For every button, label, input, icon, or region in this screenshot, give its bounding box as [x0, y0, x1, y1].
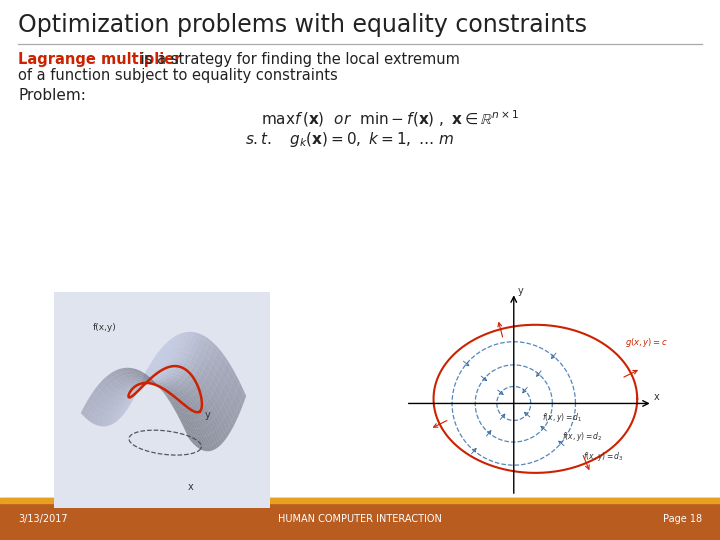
- Text: 3/13/2017: 3/13/2017: [18, 514, 68, 524]
- Text: Optimization problems with equality constraints: Optimization problems with equality cons…: [18, 13, 587, 37]
- Text: HUMAN COMPUTER INTERACTION: HUMAN COMPUTER INTERACTION: [278, 514, 442, 524]
- Text: $f(x,y)=d_2$: $f(x,y)=d_2$: [562, 430, 602, 443]
- Text: $s.t.\quad g_k(\mathbf{x}) = 0,\ k = 1,\ \ldots\ m$: $s.t.\quad g_k(\mathbf{x}) = 0,\ k = 1,\…: [245, 130, 455, 149]
- Text: Problem:: Problem:: [18, 88, 86, 103]
- Bar: [0, 498, 720, 503]
- Text: y: y: [518, 286, 523, 296]
- Text: Page 18: Page 18: [663, 514, 702, 524]
- Text: $\max f\,(\mathbf{x})\ \ \mathit{or}\ \ \min -f(\mathbf{x})\ ,\ \mathbf{x} \in \: $\max f\,(\mathbf{x})\ \ \mathit{or}\ \ …: [261, 108, 519, 129]
- Text: $f(x,y)=d_3$: $f(x,y)=d_3$: [583, 450, 624, 463]
- Text: x: x: [654, 393, 660, 402]
- Text: is a strategy for finding the local extremum: is a strategy for finding the local extr…: [136, 52, 460, 67]
- Text: $f(x,y)=d_1$: $f(x,y)=d_1$: [542, 411, 582, 424]
- Text: Lagrange multiplier: Lagrange multiplier: [18, 52, 181, 67]
- Text: $g(x,y)=c$: $g(x,y)=c$: [625, 336, 667, 349]
- Bar: [0, 498, 720, 540]
- Text: of a function subject to equality constraints: of a function subject to equality constr…: [18, 68, 338, 83]
